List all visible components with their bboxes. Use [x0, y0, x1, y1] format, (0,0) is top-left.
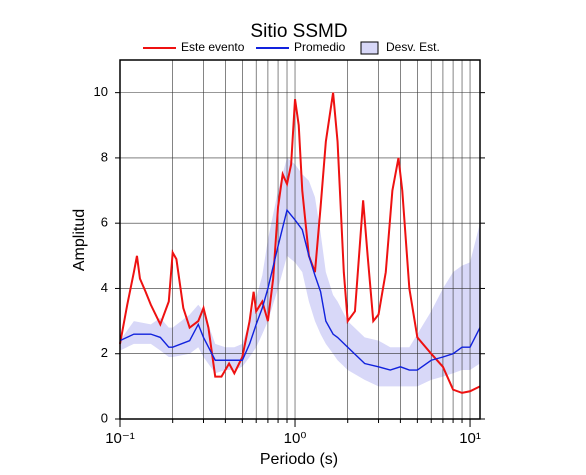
y-tick-label: 0 — [101, 410, 108, 425]
y-tick-label: 10 — [94, 84, 108, 99]
y-tick-label: 4 — [101, 280, 108, 295]
series-line — [119, 92, 481, 394]
std-band — [120, 157, 480, 387]
chart-title: Sitio SSMD — [250, 21, 347, 42]
y-tick-label: 6 — [101, 215, 108, 230]
x-tick-label: 10⁰ — [284, 430, 307, 447]
legend-label: Desv. Est. — [386, 40, 440, 54]
y-tick-label: 8 — [101, 149, 108, 164]
series-line — [119, 208, 481, 371]
legend-swatch — [360, 41, 379, 55]
plot-frame — [119, 59, 481, 420]
x-tick-label: 10⁻¹ — [105, 430, 135, 447]
legend-label: Este evento — [181, 40, 245, 54]
x-tick-label: 10¹ — [459, 430, 481, 447]
legend-label: Promedio — [294, 40, 346, 54]
x-axis-label: Periodo (s) — [260, 451, 338, 468]
y-tick-label: 2 — [101, 345, 108, 360]
y-axis-label: Amplitud — [71, 209, 88, 271]
